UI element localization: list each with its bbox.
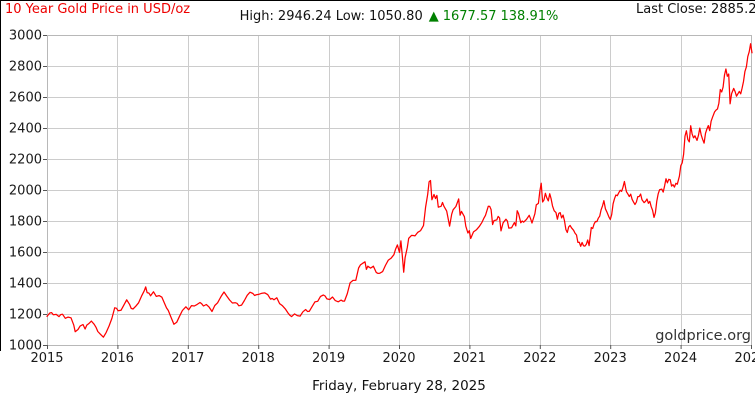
watermark-goldprice-org: goldprice.org	[655, 328, 751, 344]
y-tick-label: 2400	[9, 122, 42, 137]
y-tick-label: 1400	[9, 277, 42, 292]
y-tick-label: 1600	[9, 246, 42, 261]
x-tick-label: 2018	[242, 351, 275, 366]
change-up-arrow-icon: ▲	[428, 9, 439, 24]
change-value: 1677.57	[442, 9, 497, 24]
x-tick-label: 2019	[312, 351, 345, 366]
y-tick-label: 1200	[9, 308, 42, 323]
x-tick-label: 2023	[594, 351, 627, 366]
x-tick-label: 2021	[453, 351, 486, 366]
last-close: Last Close: 2885.2	[636, 2, 755, 17]
last-close-value: 2885.2	[711, 2, 755, 17]
x-tick-label: 2025	[734, 351, 755, 366]
x-tick-label: 2022	[523, 351, 556, 366]
y-tick-label: 2800	[9, 60, 42, 75]
y-tick-label: 3000	[9, 29, 42, 44]
y-tick-label: 1000	[9, 339, 42, 354]
x-tick-label: 2020	[382, 351, 415, 366]
change-percent: 138.91%	[500, 9, 559, 24]
footer-date: Friday, February 28, 2025	[312, 378, 486, 394]
price-line	[46, 43, 753, 338]
y-tick-label: 2200	[9, 153, 42, 168]
x-tick-label: 2015	[30, 351, 63, 366]
last-close-label: Last Close:	[636, 2, 708, 17]
y-tick-label: 1800	[9, 215, 42, 230]
image-border-top	[0, 0, 755, 1]
y-tick-label: 2000	[9, 184, 42, 199]
chart-title: 10 Year Gold Price in USD/oz	[5, 2, 191, 17]
x-tick-label: 2016	[101, 351, 134, 366]
y-tick-label: 2600	[9, 91, 42, 106]
low-value: 1050.80	[368, 9, 423, 24]
high-low-stats: High: 2946.24 Low: 1050.80 ▲ 1677.57 138.91%	[47, 9, 751, 24]
high-value: 2946.24	[277, 9, 332, 24]
x-tick-label: 2017	[171, 351, 204, 366]
high-label: High:	[239, 9, 274, 24]
x-tick-label: 2024	[664, 351, 697, 366]
image-border-left	[0, 0, 1, 351]
low-label: Low:	[335, 9, 365, 24]
